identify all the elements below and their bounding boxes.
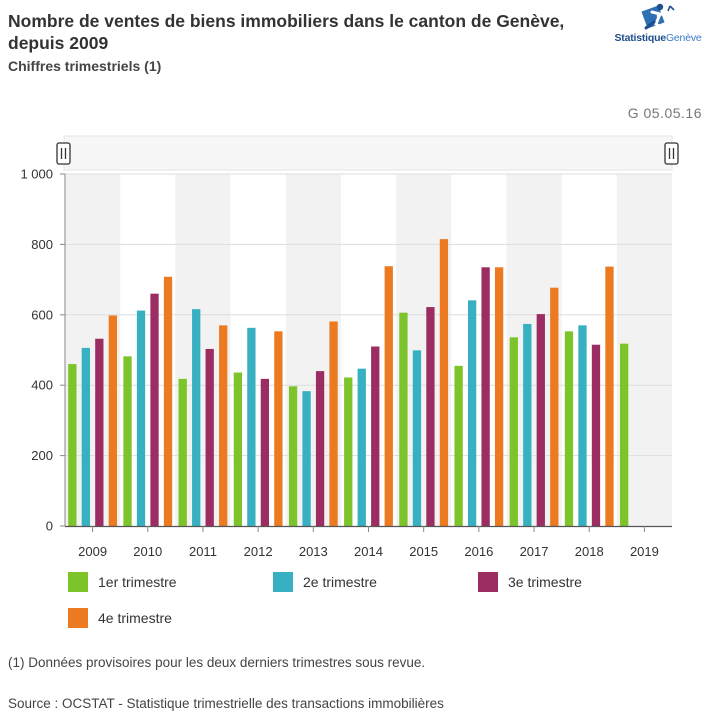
legend-swatch <box>68 608 88 628</box>
navigator-left-handle[interactable] <box>56 142 71 165</box>
bar-2016-q3 <box>481 267 490 526</box>
x-tick-label: 2012 <box>244 544 273 559</box>
bar-2012-q4 <box>274 331 283 526</box>
bar-2015-q3 <box>426 307 435 526</box>
legend-item-q3[interactable]: 3e trimestre <box>478 570 582 594</box>
legend-swatch <box>478 572 498 592</box>
bar-2019-q1 <box>620 343 629 526</box>
bar-2017-q4 <box>550 287 559 526</box>
y-tick-label: 800 <box>31 237 53 252</box>
x-tick-label: 2011 <box>189 544 217 559</box>
chart-header: Nombre de ventes de biens immobiliers da… <box>8 10 608 74</box>
chart-subtitle: Chiffres trimestriels (1) <box>8 58 162 74</box>
range-navigator[interactable] <box>56 135 679 171</box>
bar-2016-q4 <box>494 267 504 526</box>
bar-2009-q4 <box>108 315 117 526</box>
statistique-geneve-logo: StatistiqueGenève <box>608 2 708 46</box>
navigator-track <box>63 135 673 171</box>
bar-2013-q1 <box>288 386 298 526</box>
chart-title: Nombre de ventes de biens immobiliers da… <box>8 10 608 54</box>
bar-2015-q1 <box>399 312 408 526</box>
x-tick-label: 2014 <box>354 544 383 559</box>
footnote: (1) Données provisoires pour les deux de… <box>8 655 426 670</box>
bar-2010-q4 <box>163 276 173 526</box>
chart-title-line2: depuis 2009 <box>8 33 109 53</box>
bar-2012-q3 <box>260 378 270 526</box>
bar-2011-q3 <box>205 348 214 526</box>
bar-2014-q1 <box>344 377 353 526</box>
bar-2010-q3 <box>150 293 159 526</box>
x-tick-label: 2018 <box>575 544 604 559</box>
bar-2011-q4 <box>219 325 228 526</box>
runner-icon <box>641 3 675 32</box>
chart-legend: 1er trimestre 2e trimestre 3e trimestre 4e … <box>68 570 688 634</box>
bar-2014-q3 <box>371 346 380 526</box>
bar-2016-q1 <box>454 365 463 526</box>
y-tick-label: 0 <box>46 519 53 534</box>
bar-2015-q4 <box>439 239 449 526</box>
legend-item-q1[interactable]: 1er trimestre <box>68 570 177 594</box>
bar-2010-q2 <box>136 310 146 526</box>
bar-2014-q4 <box>384 266 393 526</box>
bars <box>68 239 629 526</box>
bar-2013-q4 <box>329 321 338 526</box>
bar-2017-q1 <box>509 337 518 526</box>
bar-2011-q1 <box>178 378 187 526</box>
legend-label: 4e trimestre <box>98 610 172 626</box>
bar-2018-q3 <box>591 344 601 526</box>
y-axis-labels: 0 200 400 600 800 1 000 <box>20 167 53 534</box>
x-tick-label: 2010 <box>133 544 162 559</box>
x-tick-label: 2015 <box>409 544 438 559</box>
axes <box>60 173 672 532</box>
logo-wordmark-rest: Genève <box>665 32 702 44</box>
bar-2012-q2 <box>247 327 256 526</box>
x-tick-label: 2017 <box>520 544 549 559</box>
bar-2017-q2 <box>523 323 532 526</box>
bar-2010-q1 <box>123 356 132 526</box>
logo-wordmark-bold: Statistique <box>614 32 666 44</box>
bar-2015-q2 <box>412 350 422 526</box>
y-tick-label: 1 000 <box>20 167 53 182</box>
x-tick-label: 2013 <box>299 544 328 559</box>
x-tick-label: 2016 <box>464 544 493 559</box>
y-tick-label: 400 <box>31 378 53 393</box>
graphic-code: G 05.05.16 <box>627 105 702 121</box>
bar-2009-q2 <box>81 347 90 526</box>
bar-2009-q1 <box>68 364 77 526</box>
legend-swatch <box>68 572 88 592</box>
bar-2013-q2 <box>302 391 311 526</box>
legend-item-q4[interactable]: 4e trimestre <box>68 606 172 630</box>
bar-2012-q1 <box>233 372 243 526</box>
legend-swatch <box>273 572 293 592</box>
legend-label: 3e trimestre <box>508 574 582 590</box>
x-tick-label: 2009 <box>78 544 107 559</box>
logo-wordmark: StatistiqueGenève <box>608 32 708 44</box>
bar-2009-q3 <box>95 338 104 526</box>
bar-2014-q2 <box>357 368 366 526</box>
navigator-right-handle[interactable] <box>664 142 679 165</box>
bar-2013-q3 <box>315 371 325 526</box>
x-axis-labels: 2009 2010 2011 2012 2013 2014 2015 2016 2017 2018… <box>78 544 659 559</box>
bar-2018-q4 <box>605 266 614 526</box>
legend-label: 2e trimestre <box>303 574 377 590</box>
legend-label: 1er trimestre <box>98 574 177 590</box>
y-tick-label: 200 <box>31 448 53 463</box>
x-tick-label: 2019 <box>630 544 659 559</box>
source-note: Source : OCSTAT - Statistique trimestrie… <box>8 696 444 711</box>
bar-2017-q3 <box>536 314 545 526</box>
legend-item-q2[interactable]: 2e trimestre <box>273 570 377 594</box>
bar-2016-q2 <box>467 300 477 526</box>
bar-2011-q2 <box>192 309 201 526</box>
chart-title-line1: Nombre de ventes de biens immobiliers da… <box>8 11 565 31</box>
bar-2018-q2 <box>578 325 587 526</box>
y-tick-label: 600 <box>31 307 53 322</box>
bar-2018-q1 <box>564 331 574 526</box>
